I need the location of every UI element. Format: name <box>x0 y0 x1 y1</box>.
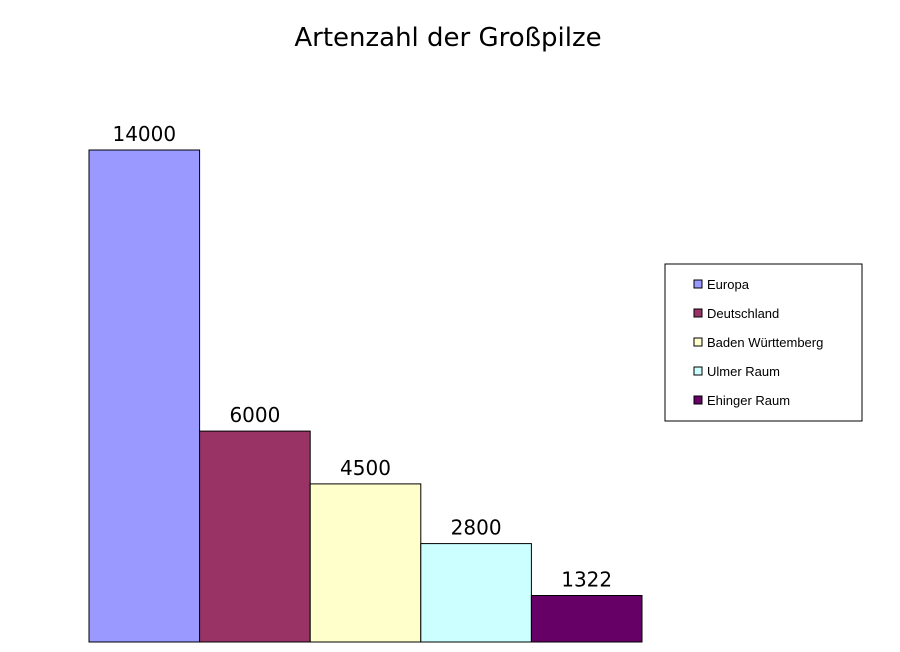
legend-swatch-4 <box>693 395 703 405</box>
data-label-2: 4500 <box>340 456 391 480</box>
legend-label-0: Europa <box>707 277 750 292</box>
data-label-0: 14000 <box>112 122 176 146</box>
legend-label-1: Deutschland <box>707 306 779 321</box>
legend-swatch-2 <box>693 337 703 347</box>
bar-3 <box>420 543 532 643</box>
data-label-3: 2800 <box>451 516 502 540</box>
data-label-4: 1322 <box>561 568 612 592</box>
legend-items: Europa Deutschland Baden Württemberg Ulmer … <box>693 277 823 408</box>
bar-4 <box>530 595 643 643</box>
legend-label-4: Ehinger Raum <box>707 393 790 408</box>
legend-label-3: Ulmer Raum <box>707 364 780 379</box>
data-labels-group: 14000 6000 4500 2800 1322 <box>112 122 612 592</box>
data-label-1: 6000 <box>229 403 280 427</box>
legend-swatch-1 <box>693 308 703 318</box>
bar-1 <box>199 430 311 643</box>
legend-label-2: Baden Württemberg <box>707 335 823 350</box>
legend-swatch-3 <box>693 366 703 376</box>
bar-2 <box>309 483 422 643</box>
legend: Europa Deutschland Baden Württemberg Ulmer … <box>664 263 863 422</box>
legend-swatch-0 <box>693 279 703 289</box>
chart-title: Artenzahl der Großpilze <box>294 23 601 53</box>
bar-0 <box>88 149 201 643</box>
bars-group <box>88 149 643 643</box>
